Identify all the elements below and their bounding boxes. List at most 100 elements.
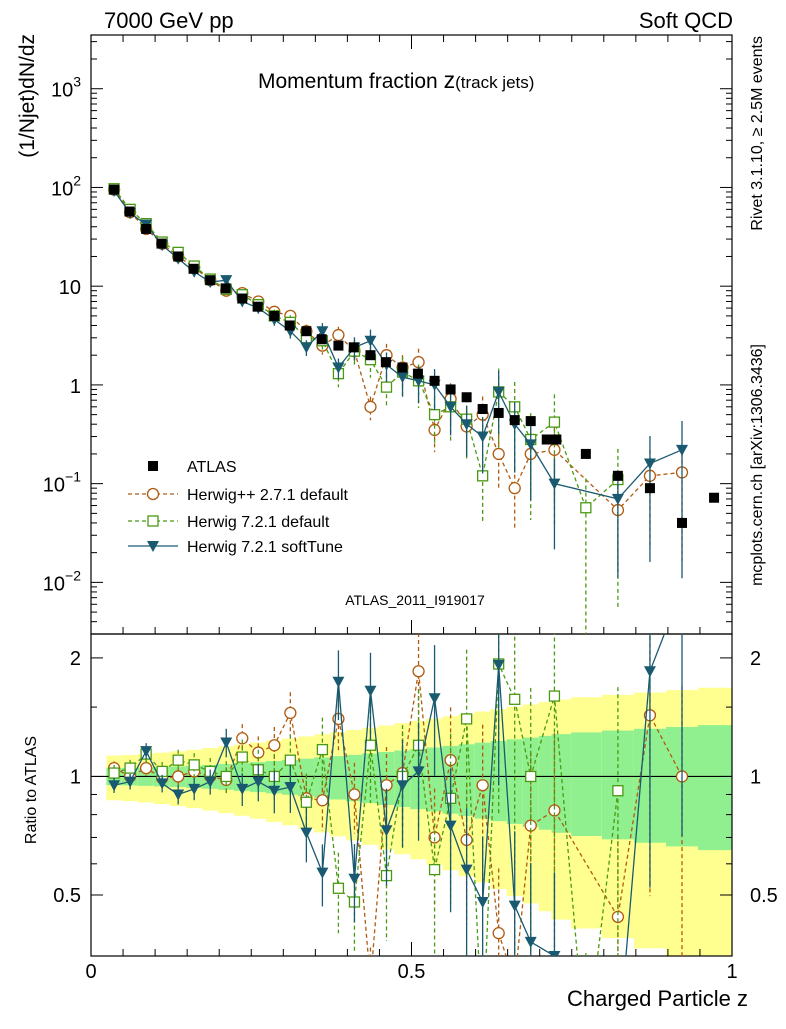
softtune-point: [492, 386, 505, 398]
watermark: ATLAS_2011_I919017: [345, 592, 485, 608]
chart-title-var: z: [444, 67, 456, 93]
herwig721-point: [428, 408, 441, 421]
herwig721-ratio-point: [364, 739, 377, 751]
herwigpp-ratio-point: [348, 788, 361, 801]
softtune-point: [300, 342, 313, 354]
herwig721-ratio-point: [188, 759, 200, 771]
herwigpp-point: [364, 400, 377, 413]
band-inner: [538, 735, 552, 830]
x-tick-label: 0: [85, 961, 96, 983]
y-tick-label: 103: [51, 74, 81, 102]
herwigpp-ratio-point: [268, 739, 281, 752]
band-inner: [698, 725, 732, 851]
y-tick-label-base: 10: [43, 475, 65, 497]
softtune-point: [611, 493, 624, 505]
softtune-ratio-point: [140, 746, 153, 758]
herwigpp-point: [332, 328, 345, 342]
herwig721-ratio-point: [284, 754, 297, 766]
legend-marker-herwig721: [147, 515, 159, 527]
herwig721-ratio-point: [220, 770, 232, 783]
herwig721-point: [380, 381, 393, 393]
ratio-tick-label: 0.5: [53, 885, 81, 907]
softtune-ratio-point: [428, 693, 441, 705]
atlas-point: [493, 407, 504, 418]
band-inner: [506, 739, 523, 824]
ratio-y-axis-label: Ratio to ATLAS: [23, 736, 40, 844]
herwig721-ratio-point: [300, 796, 313, 808]
herwigpp-ratio-point: [509, 977, 520, 988]
x-tick-label: 1: [726, 961, 737, 983]
herwig721-ratio-point: [316, 743, 329, 756]
softtune-ratio-point: [332, 676, 345, 688]
atlas-point: [173, 251, 184, 262]
softtune-ratio-point: [220, 737, 233, 749]
y-tick-label: 102: [51, 172, 81, 200]
band-inner: [571, 732, 602, 836]
softtune-point: [444, 401, 457, 413]
softtune-point: [332, 362, 345, 374]
main-series-group: [107, 183, 720, 634]
softtune-ratio-point: [284, 782, 297, 794]
atlas-point: [348, 342, 359, 353]
atlas-point: [284, 320, 295, 331]
herwig721-ratio-point: [612, 785, 624, 797]
y-tick-label: 10−1: [43, 469, 81, 497]
y-tick-label-base: 1: [70, 376, 81, 398]
y-tick-label: 1: [70, 376, 81, 398]
y-tick-label-exp: −1: [65, 469, 81, 485]
side-label-bottom: mcplots.cern.ch [arXiv:1306.3436]: [749, 344, 766, 586]
atlas-point: [141, 223, 152, 234]
atlas-point: [237, 293, 248, 304]
x-axis-label: Charged Particle z: [567, 986, 748, 1011]
legend-label-herwigpp: Herwig++ 2.7.1 default: [187, 487, 349, 504]
herwig721-point: [548, 416, 561, 428]
side-label-top: Rivet 3.1.10, ≥ 2.5M events: [749, 36, 766, 231]
softtune-ratio-point: [476, 896, 489, 908]
herwigpp-ratio-point: [284, 706, 297, 720]
atlas-point: [109, 184, 120, 195]
herwigpp-ratio-point: [492, 927, 505, 940]
atlas-point: [461, 392, 472, 403]
herwig721-ratio-point: [548, 690, 561, 702]
band-inner: [426, 747, 443, 812]
atlas-point: [333, 340, 344, 351]
softtune-point: [396, 372, 409, 384]
herwig721-point: [580, 502, 592, 514]
herwigpp-ratio-point: [476, 779, 489, 792]
y-tick-label: 10−2: [43, 567, 81, 595]
x-tick-label: 0.5: [398, 961, 426, 983]
softtune-point: [316, 326, 329, 338]
chart-title-main: Momentum fraction: [258, 70, 444, 93]
atlas-point: [316, 334, 327, 345]
herwigpp-point: [508, 482, 521, 495]
herwig721-ratio-point: [509, 693, 521, 705]
ratio-tick-label-right: 0.5: [750, 885, 778, 907]
atlas-point: [580, 448, 591, 459]
softtune-point: [643, 458, 656, 470]
ratio-tick-label: 1: [70, 766, 81, 788]
herwig721-ratio-point: [108, 767, 120, 779]
softtune-ratio-point: [396, 780, 409, 792]
softtune-ratio-point: [380, 825, 393, 837]
atlas-point: [551, 434, 562, 445]
header-left: 7000 GeV pp: [104, 8, 234, 33]
herwig721-ratio-line: [113, 663, 619, 956]
softtune-line: [113, 190, 683, 500]
softtune-point: [364, 335, 377, 347]
herwig721-ratio-point: [525, 770, 537, 783]
softtune-ratio-point: [156, 778, 169, 790]
legend-marker-herwigpp: [146, 487, 160, 501]
herwigpp-ratio-point: [172, 770, 185, 783]
legend-label-softtune: Herwig 7.2.1 softTune: [187, 539, 343, 556]
legend-marker-atlas: [148, 461, 158, 471]
atlas-point: [220, 283, 231, 294]
y-tick-label-exp: 2: [73, 172, 81, 188]
legend-label-atlas: ATLAS: [187, 459, 237, 476]
softtune-ratio-point: [412, 766, 425, 778]
softtune-ratio-point: [300, 827, 313, 839]
chart-text: 7000 GeV pp Soft QCD Momentum fraction z…: [16, 8, 778, 1011]
atlas-point: [301, 326, 312, 337]
herwigpp-ratio-point: [316, 794, 329, 807]
herwigpp-ratio-point: [236, 732, 249, 745]
